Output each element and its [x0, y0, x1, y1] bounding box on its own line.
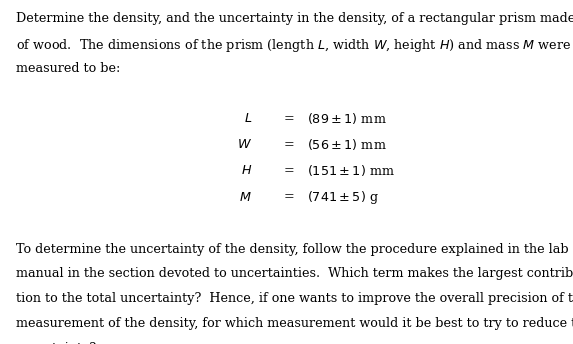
Text: =: = [284, 164, 295, 178]
Text: $L$: $L$ [244, 112, 252, 125]
Text: measurement of the density, for which measurement would it be best to try to red: measurement of the density, for which me… [16, 317, 573, 330]
Text: $H$: $H$ [241, 164, 252, 178]
Text: $(56 \pm 1)$ mm: $(56 \pm 1)$ mm [307, 137, 386, 152]
Text: $M$: $M$ [240, 191, 252, 204]
Text: $(741 \pm 5)$ g: $(741 \pm 5)$ g [307, 189, 378, 206]
Text: $(89 \pm 1)$ mm: $(89 \pm 1)$ mm [307, 111, 386, 126]
Text: tion to the total uncertainty?  Hence, if one wants to improve the overall preci: tion to the total uncertainty? Hence, if… [16, 292, 573, 305]
Text: Determine the density, and the uncertainty in the density, of a rectangular pris: Determine the density, and the uncertain… [16, 12, 573, 25]
Text: manual in the section devoted to uncertainties.  Which term makes the largest co: manual in the section devoted to uncerta… [16, 267, 573, 280]
Text: =: = [284, 112, 295, 125]
Text: To determine the uncertainty of the density, follow the procedure explained in t: To determine the uncertainty of the dens… [16, 243, 568, 256]
Text: uncertainty?: uncertainty? [16, 342, 97, 344]
Text: $W$: $W$ [237, 138, 252, 151]
Text: =: = [284, 191, 295, 204]
Text: $(151 \pm 1)$ mm: $(151 \pm 1)$ mm [307, 163, 394, 179]
Text: measured to be:: measured to be: [16, 62, 120, 75]
Text: of wood.  The dimensions of the prism (length $L$, width $W$, height $H$) and ma: of wood. The dimensions of the prism (le… [16, 37, 571, 54]
Text: =: = [284, 138, 295, 151]
